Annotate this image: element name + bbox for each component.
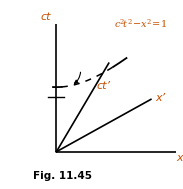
Text: Fig. 11.45: Fig. 11.45 (33, 171, 92, 181)
Text: $c^2\!t^2\!-\!x^2\!=\!1$: $c^2\!t^2\!-\!x^2\!=\!1$ (114, 18, 167, 30)
Text: x’: x’ (155, 93, 165, 103)
Text: x: x (176, 153, 183, 163)
Text: ct: ct (41, 12, 51, 22)
Text: ct’: ct’ (97, 81, 111, 91)
